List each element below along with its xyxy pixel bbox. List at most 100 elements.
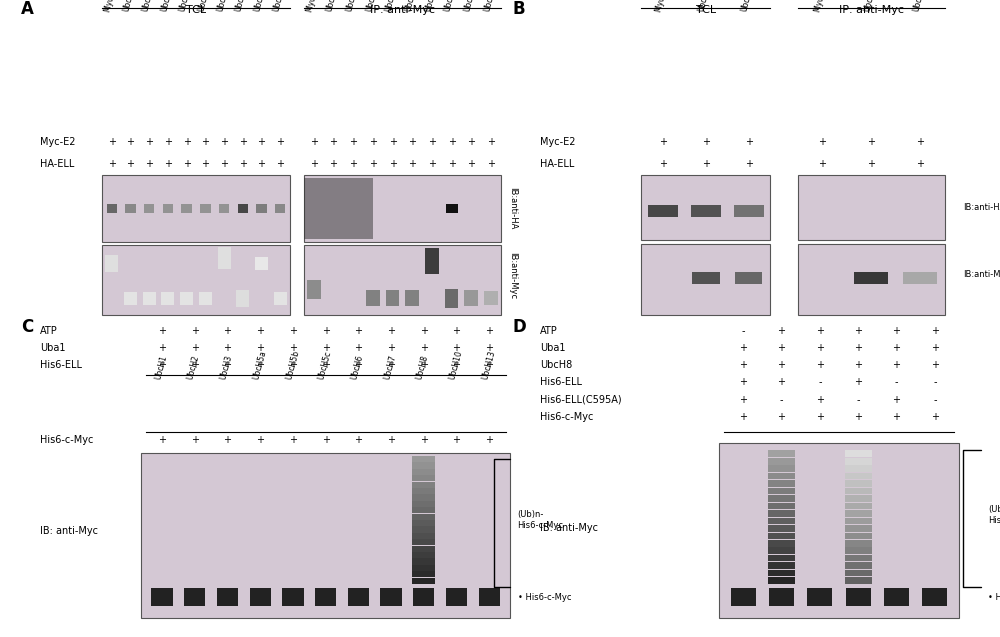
Bar xyxy=(845,466,872,472)
Text: HA-ELL: HA-ELL xyxy=(40,159,74,169)
Text: +: + xyxy=(108,159,116,169)
Text: +: + xyxy=(816,395,824,404)
Text: +: + xyxy=(349,137,357,147)
Text: +: + xyxy=(354,435,362,445)
Text: +: + xyxy=(310,159,318,169)
Text: +: + xyxy=(276,137,284,147)
Text: UbcH1: UbcH1 xyxy=(697,0,712,13)
Bar xyxy=(768,547,795,554)
Bar xyxy=(903,271,937,284)
Bar xyxy=(768,495,795,502)
Bar xyxy=(102,245,290,315)
Text: +: + xyxy=(485,326,493,336)
Text: +: + xyxy=(420,343,428,353)
Text: +: + xyxy=(126,137,134,147)
Text: UbcH6: UbcH6 xyxy=(215,0,231,13)
Text: TCL: TCL xyxy=(696,4,716,15)
Bar xyxy=(304,178,373,239)
Text: His6-ELL(C595A): His6-ELL(C595A) xyxy=(540,395,622,404)
Bar xyxy=(107,204,117,213)
Text: -: - xyxy=(933,395,937,404)
Text: UbcH7: UbcH7 xyxy=(912,0,927,13)
Text: +: + xyxy=(354,343,362,353)
Text: +: + xyxy=(854,378,862,387)
Text: HA-ELL: HA-ELL xyxy=(540,159,574,169)
Text: +: + xyxy=(745,159,753,169)
Text: +: + xyxy=(778,326,786,336)
Bar xyxy=(412,482,435,488)
Text: Myc empty: Myc empty xyxy=(813,0,833,13)
Bar xyxy=(768,466,795,472)
Text: A: A xyxy=(21,0,34,18)
Text: UbcH1: UbcH1 xyxy=(863,0,878,13)
Bar xyxy=(845,533,872,539)
Text: Myc-E2: Myc-E2 xyxy=(540,137,576,147)
Text: Uba1: Uba1 xyxy=(40,343,66,353)
Text: +: + xyxy=(349,159,357,169)
Text: B: B xyxy=(512,0,525,18)
Text: UbcH2: UbcH2 xyxy=(186,354,201,381)
Text: • His6-c-Myc: • His6-c-Myc xyxy=(988,593,1000,603)
Text: UbcH5a: UbcH5a xyxy=(159,0,176,13)
Text: UbcH5a: UbcH5a xyxy=(251,350,268,381)
Bar xyxy=(144,204,154,213)
Bar xyxy=(124,292,137,304)
Bar xyxy=(413,589,434,606)
Bar xyxy=(151,589,173,606)
Bar xyxy=(218,247,231,269)
Bar xyxy=(425,248,439,274)
Bar xyxy=(184,589,205,606)
Text: +: + xyxy=(854,361,862,370)
Text: +: + xyxy=(164,137,172,147)
Text: UbcH5a: UbcH5a xyxy=(364,0,381,13)
Text: +: + xyxy=(158,361,166,370)
Text: +: + xyxy=(183,159,191,169)
Text: His6-c-Myc: His6-c-Myc xyxy=(40,435,93,445)
Text: UbcH13: UbcH13 xyxy=(272,0,288,13)
Text: Myc empty: Myc empty xyxy=(654,0,674,13)
Bar xyxy=(845,525,872,532)
Text: +: + xyxy=(158,435,166,445)
Bar xyxy=(845,473,872,480)
Bar xyxy=(412,520,435,526)
Text: +: + xyxy=(467,159,475,169)
Bar xyxy=(275,204,285,213)
Bar xyxy=(304,245,501,315)
Text: +: + xyxy=(778,412,786,422)
Bar xyxy=(845,480,872,487)
Bar xyxy=(845,488,872,494)
Bar xyxy=(768,518,795,524)
Bar xyxy=(845,577,872,583)
Bar xyxy=(181,204,192,213)
Text: +: + xyxy=(276,159,284,169)
Bar xyxy=(479,589,500,606)
Text: +: + xyxy=(428,159,436,169)
Text: +: + xyxy=(739,378,747,387)
Text: UbcH8: UbcH8 xyxy=(234,0,249,13)
Text: +: + xyxy=(191,326,199,336)
Text: +: + xyxy=(387,343,395,353)
Text: +: + xyxy=(778,378,786,387)
Text: +: + xyxy=(158,343,166,353)
Bar xyxy=(854,271,888,284)
Text: UbcH5b: UbcH5b xyxy=(284,350,301,381)
Text: +: + xyxy=(893,395,900,404)
Bar xyxy=(380,589,402,606)
Text: (Ub)n-
His6-c-Myc: (Ub)n- His6-c-Myc xyxy=(518,510,564,529)
Bar xyxy=(412,539,435,545)
Text: +: + xyxy=(158,326,166,336)
Text: +: + xyxy=(310,137,318,147)
Text: ATP: ATP xyxy=(40,326,58,336)
Text: IB: anti-Myc: IB: anti-Myc xyxy=(40,526,98,536)
Bar xyxy=(386,290,399,306)
Text: +: + xyxy=(389,159,397,169)
Text: +: + xyxy=(931,412,939,422)
Text: +: + xyxy=(369,137,377,147)
Text: +: + xyxy=(387,326,395,336)
Text: • His6-c-Myc: • His6-c-Myc xyxy=(518,593,571,603)
Bar xyxy=(143,292,156,304)
Text: +: + xyxy=(816,412,824,422)
Text: C: C xyxy=(21,318,33,336)
Bar xyxy=(719,443,959,618)
Bar xyxy=(217,589,238,606)
